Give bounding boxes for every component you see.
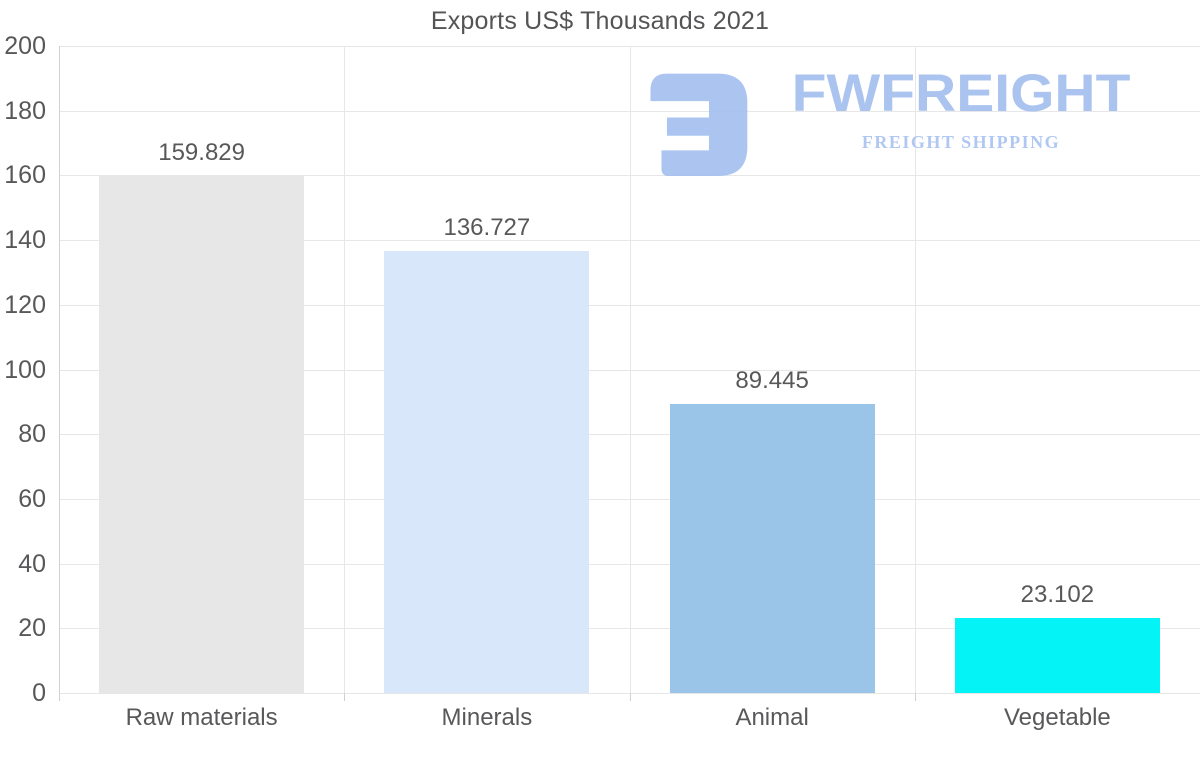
bar-value-minerals: 136.727 <box>443 213 531 241</box>
gridline-v-2 <box>630 46 631 693</box>
x-label-animal: Animal <box>735 704 809 731</box>
x-tick-1 <box>344 693 345 701</box>
y-tick-label-100: 100 <box>4 355 46 384</box>
y-tick-label-80: 80 <box>18 420 46 449</box>
gridline-v-3 <box>915 46 916 693</box>
bar-value-animal: 89.445 <box>735 366 809 394</box>
brand-tagline: FREIGHT SHIPPING <box>861 132 1061 152</box>
y-tick-label-140: 140 <box>4 226 46 255</box>
gridline-120 <box>59 304 1200 306</box>
bar-value-raw-materials: 159.829 <box>158 138 245 166</box>
gridline-200 <box>59 46 1200 47</box>
freight-logo-icon <box>650 73 748 176</box>
brand-watermark: FWFREIGHT FREIGHT SHIPPING <box>645 68 1147 178</box>
y-tick-label-60: 60 <box>18 484 46 513</box>
y-tick-label-160: 160 <box>4 161 46 190</box>
gridline-0 <box>59 693 1200 694</box>
gridline-140 <box>59 240 1200 242</box>
gridline-20 <box>59 628 1200 630</box>
y-tick-label-40: 40 <box>18 549 46 578</box>
x-label-vegetable: Vegetable <box>1003 704 1111 731</box>
x-label-raw-materials: Raw materials <box>125 704 278 731</box>
y-tick-label-120: 120 <box>4 290 46 319</box>
gridline-160 <box>59 175 1200 177</box>
bar-animal <box>669 403 875 693</box>
bar-vegetable <box>954 618 1160 693</box>
gridline-60 <box>59 498 1200 500</box>
x-tick-3 <box>915 693 916 701</box>
y-tick-label-0: 0 <box>32 679 46 707</box>
bar-minerals <box>384 250 590 693</box>
x-label-minerals: Minerals <box>441 704 533 731</box>
chart-title: Exports US$ Thousands 2021 <box>430 7 770 35</box>
x-tick-2 <box>630 693 631 701</box>
gridline-80 <box>59 434 1200 436</box>
y-tick-label-200: 200 <box>4 32 46 60</box>
bar-value-vegetable: 23.102 <box>1020 581 1095 609</box>
y-tick-label-20: 20 <box>18 614 46 643</box>
brand-name: FWFREIGHT <box>791 64 1131 124</box>
bar-raw-materials <box>99 175 305 693</box>
gridline-180 <box>59 110 1200 112</box>
y-axis-line <box>59 46 60 701</box>
gridline-v-1 <box>344 46 345 693</box>
y-tick-label-180: 180 <box>4 96 46 125</box>
gridline-100 <box>59 369 1200 371</box>
gridline-40 <box>59 563 1200 565</box>
brand-text-block: FWFREIGHT FREIGHT SHIPPING <box>775 68 1147 153</box>
